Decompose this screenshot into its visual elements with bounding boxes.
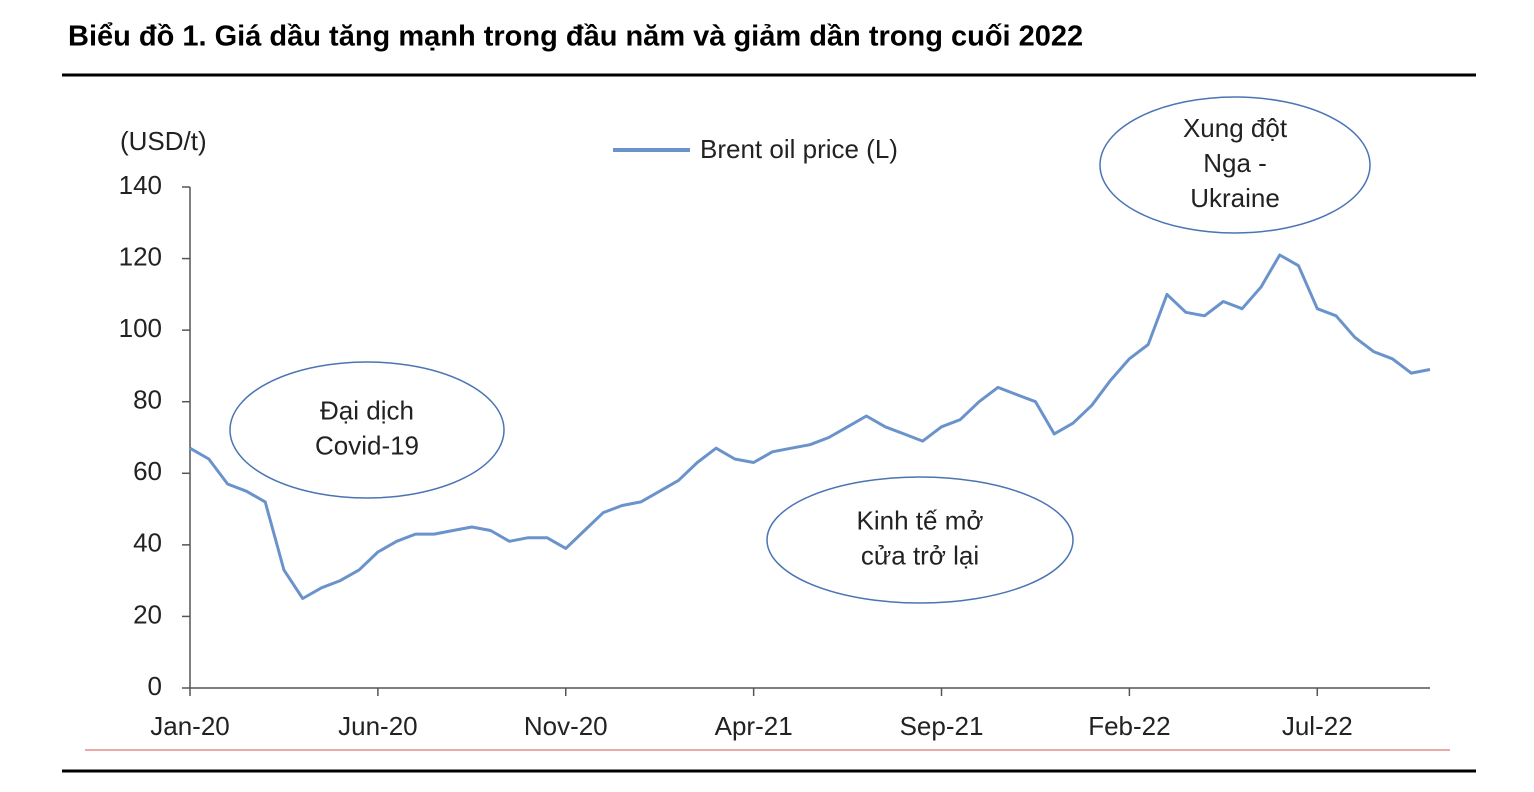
- x-tick-label: Apr-21: [715, 711, 793, 741]
- x-tick-label: Nov-20: [524, 711, 608, 741]
- x-tick-label: Sep-21: [900, 711, 984, 741]
- x-tick-label: Jun-20: [338, 711, 418, 741]
- y-tick-label: 100: [119, 313, 162, 343]
- annotation-text: cửa trở lại: [861, 540, 979, 570]
- annotation-text: Nga -: [1203, 148, 1267, 178]
- chart-title: Biểu đồ 1. Giá dầu tăng mạnh trong đầu n…: [68, 21, 1083, 53]
- annotation-text: Xung đột: [1183, 113, 1288, 143]
- annotation-text: Đại dịch: [320, 395, 414, 425]
- x-tick-label: Jul-22: [1282, 711, 1353, 741]
- annotation-bubble: [229, 361, 505, 499]
- x-tick-label: Feb-22: [1088, 711, 1170, 741]
- annotation-text: Kinh tế mở: [857, 505, 984, 535]
- x-tick-label: Jan-20: [150, 711, 230, 741]
- annotation-bubble: [1099, 96, 1371, 234]
- y-tick-label: 120: [119, 241, 162, 271]
- y-tick-label: 40: [133, 528, 162, 558]
- y-tick-label: 60: [133, 456, 162, 486]
- annotation-text: Covid-19: [315, 430, 419, 460]
- annotation-bubble: [766, 476, 1074, 604]
- y-tick-label: 0: [148, 671, 162, 701]
- series-line: [189, 253, 1431, 600]
- y-axis-label: (USD/t): [120, 126, 207, 156]
- y-tick-label: 80: [133, 385, 162, 415]
- y-tick-label: 20: [133, 599, 162, 629]
- legend-label: Brent oil price (L): [700, 134, 898, 164]
- annotation-text: Ukraine: [1190, 183, 1280, 213]
- y-tick-label: 140: [119, 170, 162, 200]
